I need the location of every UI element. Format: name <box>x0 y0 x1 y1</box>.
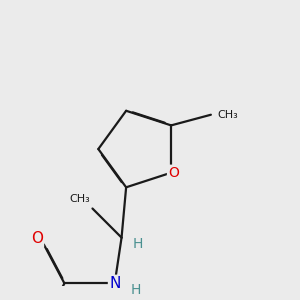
Text: O: O <box>168 166 179 180</box>
Text: H: H <box>133 238 143 251</box>
Text: O: O <box>31 232 43 247</box>
Text: CH₃: CH₃ <box>218 110 238 120</box>
Text: CH₃: CH₃ <box>69 194 90 204</box>
Text: N: N <box>109 276 120 291</box>
Text: H: H <box>131 283 141 297</box>
